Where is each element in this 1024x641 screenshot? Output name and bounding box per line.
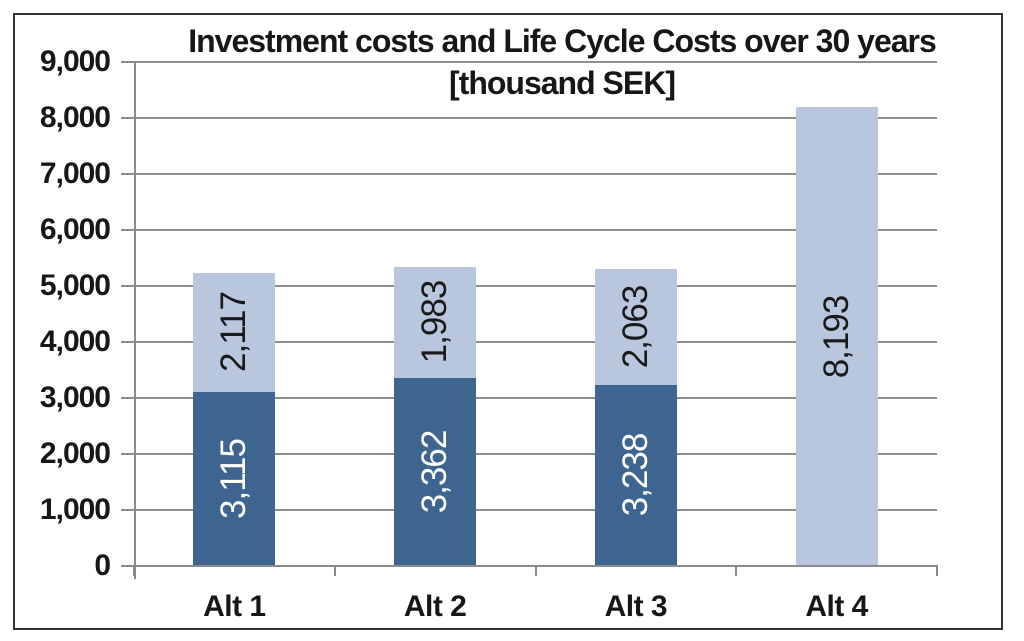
gridline [134, 173, 937, 175]
y-axis-label: 6,000 [39, 213, 111, 246]
x-axis-label-alt-2: Alt 2 [403, 590, 467, 623]
y-axis-tick [121, 509, 134, 511]
bar-segment-alt-1-s2 [193, 273, 276, 392]
x-axis-tick [534, 565, 537, 576]
chart-title: Investment costs and Life Cycle Costs ov… [134, 20, 990, 104]
y-axis-tick [121, 453, 134, 455]
gridline [134, 453, 937, 455]
bar-value-label: 3,115 [214, 438, 254, 519]
y-axis-tick [121, 173, 134, 175]
chart-title-line1: Investment costs and Life Cycle Costs ov… [188, 23, 937, 59]
y-axis-label: 3,000 [39, 381, 111, 414]
gridline [134, 117, 937, 119]
bar-segment-alt-2-s2 [394, 266, 477, 378]
gridline [134, 61, 937, 63]
bar-value-label: 8,193 [816, 295, 856, 378]
y-axis-tick [121, 229, 134, 231]
y-axis-tick [121, 341, 134, 343]
gridline [134, 285, 937, 287]
gridline [134, 341, 937, 343]
x-axis-tick [735, 565, 738, 576]
bar-segment-alt-1-s1 [193, 391, 276, 566]
bar-value-label: 1,983 [415, 280, 455, 364]
y-axis-tick [121, 117, 134, 119]
chart-title-line2: [thousand SEK] [449, 65, 676, 101]
gridline [134, 397, 937, 399]
x-axis-tick [333, 565, 336, 576]
y-axis-label: 0 [94, 549, 111, 582]
y-axis-label: 9,000 [39, 45, 111, 78]
y-axis-label: 1,000 [39, 493, 111, 526]
y-axis-line [134, 62, 136, 579]
bar-value-label: 3,238 [615, 434, 655, 517]
bar-segment-alt-3-s1 [594, 384, 677, 566]
y-axis-label: 2,000 [39, 437, 111, 470]
bar-value-label: 3,362 [415, 430, 455, 514]
x-axis-label-alt-4: Alt 4 [805, 590, 868, 623]
x-axis-line [121, 565, 937, 567]
y-axis-label: 7,000 [39, 157, 111, 190]
gridline [134, 509, 937, 511]
x-axis-label-alt-3: Alt 3 [604, 590, 668, 623]
y-axis-tick [121, 397, 134, 399]
bar-value-label: 2,117 [214, 292, 254, 373]
bar-value-label: 2,063 [615, 285, 655, 369]
x-axis-tick [133, 565, 135, 576]
bar-segment-alt-4-s2 [795, 107, 878, 566]
y-axis-tick [121, 285, 134, 287]
y-axis-label: 8,000 [39, 101, 111, 134]
x-axis-label-alt-1: Alt 1 [203, 590, 266, 623]
bar-segment-alt-3-s2 [594, 269, 677, 385]
y-axis-label: 4,000 [39, 325, 111, 358]
y-axis-label: 5,000 [39, 269, 111, 302]
x-axis-tick [936, 565, 938, 576]
bar-segment-alt-2-s1 [394, 377, 477, 566]
gridline [134, 229, 937, 231]
y-axis-tick [121, 61, 134, 63]
